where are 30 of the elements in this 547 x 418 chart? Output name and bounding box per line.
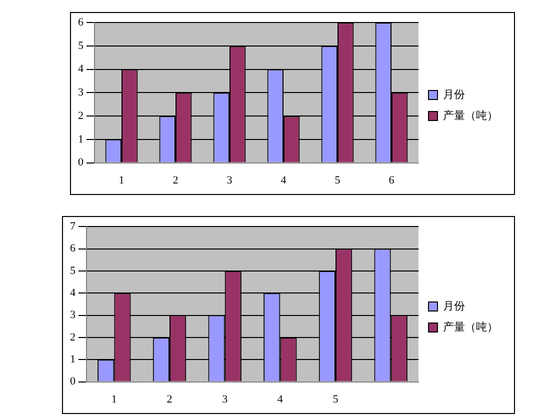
x-tick-label: 2 (172, 174, 178, 186)
y-tick-label: 5 (78, 40, 84, 52)
x-tick-label: 4 (280, 174, 287, 186)
y-tick-label: 1 (78, 133, 84, 146)
y-tick-label: 5 (70, 264, 76, 277)
y-tick-label: 0 (78, 156, 84, 169)
x-tick-label: 6 (388, 174, 395, 186)
y-tick-label: 4 (78, 63, 84, 76)
x-tick-label: 5 (334, 174, 341, 186)
x-tick-label: 1 (111, 393, 117, 406)
x-tick-label: 2 (166, 393, 172, 406)
x-tick-label: 5 (332, 393, 339, 406)
y-tick-label: 7 (70, 220, 76, 232)
y-tick-label: 3 (70, 309, 76, 322)
y-tick-label: 6 (70, 242, 76, 255)
x-tick-label: 3 (222, 393, 228, 406)
y-tick-label: 2 (78, 110, 84, 122)
y-tick-label: 0 (70, 376, 76, 388)
legend-label: 产量（吨） (443, 108, 498, 122)
legend-label: 月份 (443, 88, 465, 101)
x-tick-label: 1 (118, 174, 124, 186)
legend-label: 产量（吨） (443, 320, 498, 334)
x-tick-label: 3 (226, 174, 233, 186)
y-tick-label: 4 (70, 287, 76, 300)
legend-label: 月份 (443, 299, 465, 312)
y-tick-label: 3 (78, 86, 84, 99)
y-tick-label: 2 (70, 331, 76, 344)
y-tick-label: 1 (70, 354, 76, 366)
y-tick-label: 6 (78, 16, 84, 28)
x-tick-label: 4 (277, 393, 284, 406)
